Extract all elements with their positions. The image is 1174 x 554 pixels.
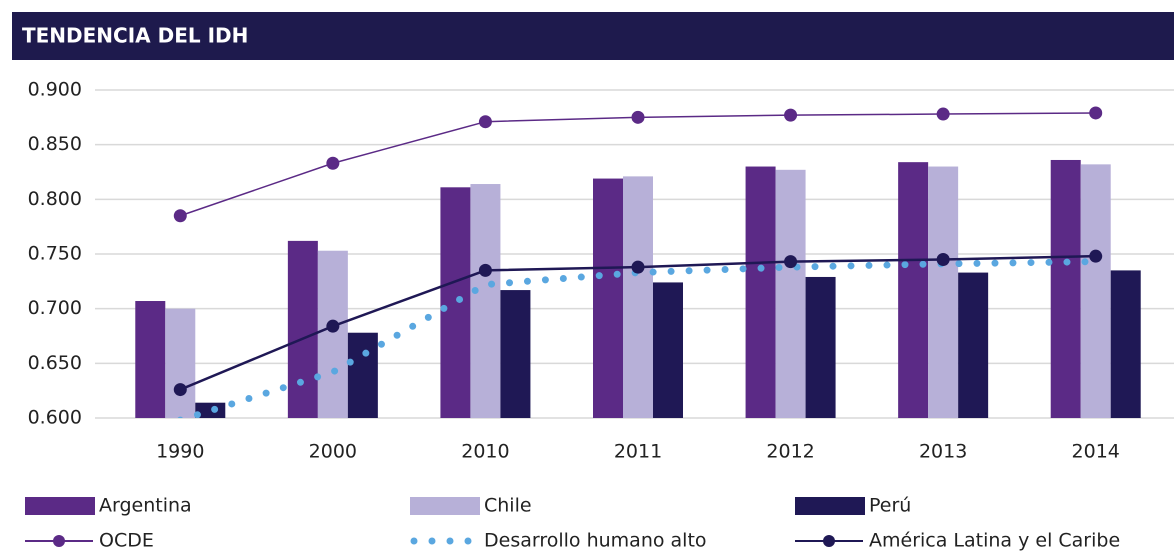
marker <box>173 383 187 397</box>
bar <box>958 272 989 418</box>
legend-label: Argentina <box>99 495 192 517</box>
chart-title: TENDENCIA DEL IDH <box>22 24 248 48</box>
bar <box>440 187 471 418</box>
marker <box>784 255 798 269</box>
bar <box>623 176 653 418</box>
y-tick-label: 0.650 <box>28 352 82 374</box>
legend-label: América Latina y el Caribe <box>869 530 1120 552</box>
bar <box>1080 164 1111 418</box>
y-tick-label: 0.850 <box>28 133 82 155</box>
plot-area <box>135 106 1141 418</box>
x-tick-label: 2013 <box>919 441 967 463</box>
x-tick-label: 2011 <box>614 441 662 463</box>
bar <box>1050 159 1081 418</box>
bar <box>775 169 806 418</box>
marker <box>1089 249 1103 263</box>
bar <box>898 162 929 418</box>
legend-marker <box>53 535 65 547</box>
bar <box>195 402 226 418</box>
bar <box>470 184 501 418</box>
marker <box>326 319 340 333</box>
x-tick-label: 2014 <box>1072 441 1120 463</box>
legend-swatch <box>25 497 95 515</box>
bar <box>287 240 318 418</box>
marker <box>784 108 798 122</box>
bar <box>928 166 959 418</box>
y-tick-label: 0.900 <box>28 79 82 101</box>
x-tick-label: 2012 <box>766 441 814 463</box>
x-tick-label: 2000 <box>309 441 357 463</box>
marker <box>173 209 187 223</box>
bar <box>745 166 776 418</box>
legend-swatch <box>795 497 865 515</box>
legend-label: Perú <box>869 495 911 517</box>
legend-label: OCDE <box>99 530 154 552</box>
marker <box>478 263 492 277</box>
bar <box>805 276 836 418</box>
title-bar <box>12 12 1174 60</box>
x-tick-label: 2010 <box>461 441 509 463</box>
bar <box>653 282 683 418</box>
marker <box>936 252 950 266</box>
legend-marker <box>823 535 835 547</box>
x-tick-label: 1990 <box>156 441 204 463</box>
marker <box>936 107 950 121</box>
bar <box>347 332 378 418</box>
legend-swatch <box>410 497 480 515</box>
bar <box>135 301 166 418</box>
marker <box>1089 106 1103 120</box>
bar <box>500 290 531 418</box>
y-tick-label: 0.600 <box>28 407 82 429</box>
legend-label: Desarrollo humano alto <box>484 530 707 552</box>
marker <box>326 156 340 170</box>
bar <box>1110 270 1141 418</box>
bar <box>165 308 196 418</box>
bar <box>317 250 348 418</box>
marker <box>478 115 492 129</box>
y-tick-label: 0.750 <box>28 243 82 265</box>
y-tick-label: 0.800 <box>28 188 82 210</box>
bar <box>593 178 623 418</box>
marker <box>631 110 645 124</box>
marker <box>631 260 645 274</box>
legend-label: Chile <box>484 495 532 517</box>
y-tick-label: 0.700 <box>28 297 82 319</box>
